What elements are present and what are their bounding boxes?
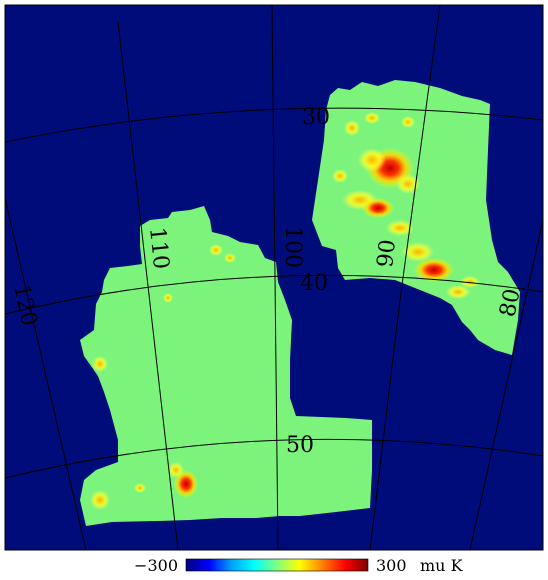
longitude-lines <box>5 5 543 550</box>
graticule-labels: 30 40 50 120 110 100 90 80 <box>8 105 526 458</box>
survey-patch-left <box>80 206 372 526</box>
longitude-line-100 <box>271 5 279 550</box>
longitude-line-80 <box>469 219 543 550</box>
latitude-label-30: 30 <box>302 105 330 130</box>
longitude-label-80: 80 <box>495 287 525 320</box>
colorbar-max-label: 300 <box>376 556 407 575</box>
longitude-line-90 <box>369 5 441 550</box>
longitude-label-110: 110 <box>144 226 173 270</box>
longitude-line-120 <box>5 197 87 550</box>
colorbar-unit-label: mu K <box>420 556 464 575</box>
latitude-label-40: 40 <box>300 271 328 296</box>
longitude-label-90: 90 <box>373 238 401 268</box>
colorbar-min-label: −300 <box>134 556 178 575</box>
latitude-line-40 <box>5 274 543 315</box>
longitude-line-110 <box>117 21 179 550</box>
colorbar-gradient <box>185 558 369 572</box>
latitude-label-50: 50 <box>286 433 314 458</box>
latitude-lines <box>5 107 543 479</box>
latitude-line-50 <box>5 438 543 479</box>
latitude-line-30 <box>5 107 543 143</box>
emission-features <box>90 112 480 510</box>
longitude-label-100: 100 <box>280 226 305 268</box>
colorbar: −300 300 mu K <box>134 556 464 575</box>
